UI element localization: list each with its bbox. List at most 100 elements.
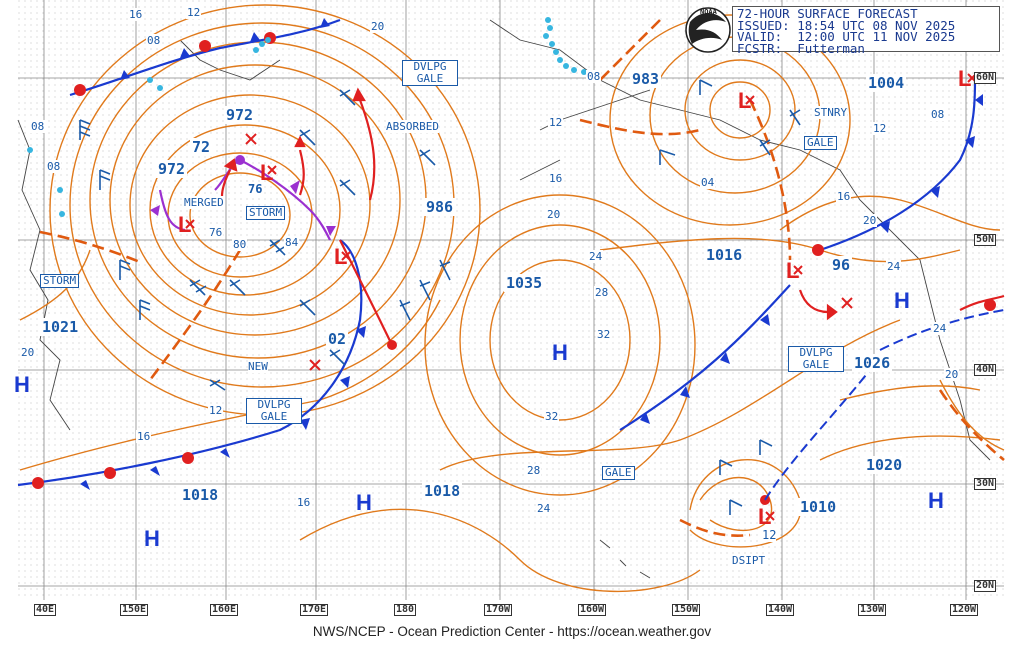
isobar-label-12: 12 — [548, 116, 564, 129]
high-center-2: H — [144, 526, 160, 551]
warning-storm-1: STORM — [40, 274, 80, 288]
status-merged: MERGED — [184, 196, 224, 209]
cold-front-barbs — [80, 18, 983, 490]
pressure-1020: 1020 — [864, 456, 905, 474]
low-symbol-3: L — [334, 244, 347, 269]
lon-label-150e: 150E — [120, 604, 149, 616]
low-symbols: L L L L L L L — [178, 66, 971, 529]
isobar-label-28: 28 — [594, 286, 610, 299]
high-center-6: H — [928, 488, 944, 513]
lat-label-40n: 40N — [974, 364, 997, 376]
lon-label-180: 180 — [394, 604, 417, 616]
lon-label-150w: 150W — [672, 604, 701, 616]
isobar-label-28: 28 — [526, 464, 542, 477]
high-center-4: H — [552, 340, 568, 365]
isobar-label-20: 20 — [546, 208, 562, 221]
isobar-label-24: 24 — [588, 250, 604, 263]
isobar-label-08: 08 — [146, 34, 162, 47]
cold-fronts — [17, 18, 977, 487]
warning-dvlpg-gale-1: DVLPG GALE — [402, 60, 458, 86]
isobar-label-20: 20 — [370, 20, 386, 33]
pressure-1004: 1004 — [866, 74, 907, 92]
pressure-72: 72 — [190, 138, 213, 156]
pressure-1010: 1010 — [798, 498, 839, 516]
isobar-label-12: 12 — [186, 6, 202, 19]
pressure-02: 02 — [326, 330, 349, 348]
isobar-label-08: 08 — [46, 160, 62, 173]
pressure-1035: 1035 — [504, 274, 545, 292]
occluded-front — [150, 155, 336, 241]
status-absorbed: ABSORBED — [386, 120, 439, 133]
lat-label-30n: 30N — [974, 478, 997, 490]
graticule — [18, 0, 1004, 600]
status-dissipating: DSIPT — [732, 554, 766, 567]
noaa-logo-text: NOAA — [700, 8, 717, 16]
low-x-markers — [185, 73, 977, 521]
isobar-label-16: 16 — [128, 8, 144, 21]
isobar-label-32: 32 — [544, 410, 560, 423]
pressure-96: 96 — [830, 256, 853, 274]
isobar-label-20: 20 — [862, 214, 878, 227]
isobar-label-08: 08 — [586, 70, 602, 83]
low-symbol-6: L — [758, 504, 771, 529]
movement-arrows — [220, 87, 838, 321]
low-symbol-2: L — [260, 160, 273, 185]
pressure-76: 76 — [246, 182, 265, 196]
map-background — [18, 0, 1004, 600]
pressure-1018-a: 1018 — [180, 486, 221, 504]
isobar-label-08: 08 — [930, 108, 946, 121]
low-symbol-4: L — [738, 88, 751, 113]
isobar-label-12: 12 — [872, 122, 888, 135]
low-symbol-7: L — [958, 66, 971, 91]
pressure-972-b: 972 — [156, 160, 188, 178]
warning-dvlpg-gale-2: DVLPG GALE — [246, 398, 302, 424]
lon-label-170w: 170W — [484, 604, 513, 616]
pressure-972-a: 972 — [224, 106, 256, 124]
pressure-12: 12 — [762, 528, 777, 542]
status-stationary: STNRY — [814, 106, 848, 119]
lon-label-170e: 170E — [300, 604, 329, 616]
forecast-info-box: 72-HOUR SURFACE FORECAST ISSUED: 18:54 U… — [732, 6, 1000, 56]
warning-storm-2: STORM — [246, 206, 286, 220]
isobar-label-16: 16 — [836, 190, 852, 203]
lon-label-120w: 120W — [950, 604, 979, 616]
pressure-1016: 1016 — [704, 246, 745, 264]
isobar-label-16: 16 — [296, 496, 312, 509]
issued-line: ISSUED: 18:54 UTC 08 NOV 2025 — [737, 17, 956, 33]
isobar-label-80: 80 — [232, 238, 248, 251]
pressure-1018-b: 1018 — [422, 482, 463, 500]
warning-gale-1: GALE — [804, 136, 837, 150]
forecaster-line: FCSTR: Futterman — [737, 40, 865, 56]
isobar-label-20: 20 — [20, 346, 36, 359]
isobar-label-32: 32 — [596, 328, 612, 341]
noaa-logo — [685, 7, 731, 53]
wind-barbs — [79, 79, 801, 515]
status-new: NEW — [248, 360, 268, 373]
isobar-label-16: 16 — [136, 430, 152, 443]
forecast-title: 72-HOUR SURFACE FORECAST — [737, 6, 918, 21]
isobar-label-24: 24 — [932, 322, 948, 335]
lon-label-160e: 160E — [210, 604, 239, 616]
isobar-label-76: 76 — [208, 226, 224, 239]
isobar-label-16: 16 — [548, 172, 564, 185]
isobar-label-20: 20 — [944, 368, 960, 381]
ice-edge — [27, 17, 587, 217]
footer-credit: NWS/NCEP - Ocean Prediction Center - htt… — [312, 624, 712, 639]
pressure-1026: 1026 — [852, 354, 893, 372]
warning-dvlpg-gale-3: DVLPG GALE — [788, 346, 844, 372]
isobar-label-04: 04 — [700, 176, 716, 189]
high-center-3: H — [356, 490, 372, 515]
isobar-label-24: 24 — [536, 502, 552, 515]
isobar-label-24: 24 — [886, 260, 902, 273]
lon-label-160w: 160W — [578, 604, 607, 616]
lat-label-60n: 60N — [974, 72, 997, 84]
pressure-986: 986 — [424, 198, 456, 216]
valid-line: VALID: 12:00 UTC 11 NOV 2025 — [737, 29, 956, 44]
low-symbol-1: L — [178, 212, 191, 237]
isobar-label-12: 12 — [208, 404, 224, 417]
lat-label-50n: 50N — [974, 234, 997, 246]
pressure-983: 983 — [630, 70, 662, 88]
lon-label-140w: 140W — [766, 604, 795, 616]
high-center-5: H — [894, 288, 910, 313]
